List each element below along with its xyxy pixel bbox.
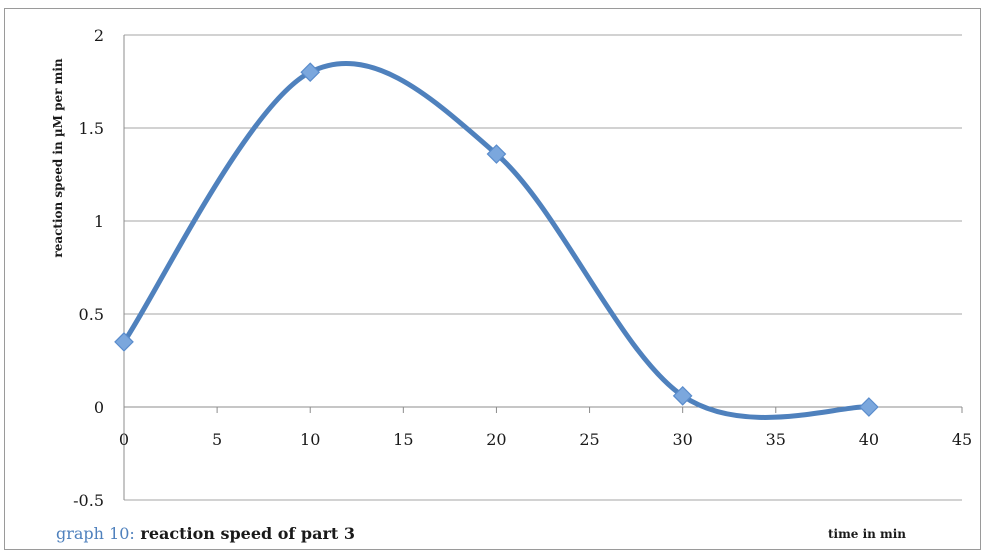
axes xyxy=(123,35,963,500)
y-tick-label: 2 xyxy=(94,26,104,45)
y-tick-label: 1.5 xyxy=(79,119,104,138)
y-tick-label: 0.5 xyxy=(79,305,104,324)
y-tick-labels: -0.5 0 0.5 1 1.5 2 xyxy=(73,26,104,510)
data-point xyxy=(672,385,693,406)
y-tick-label: 0 xyxy=(94,398,104,417)
caption-prefix: graph 10: xyxy=(56,524,135,543)
data-point xyxy=(114,332,134,352)
series-group xyxy=(114,61,879,420)
gridlines xyxy=(124,34,962,501)
x-axis-label: time in min xyxy=(828,527,906,541)
x-tick-label: 10 xyxy=(300,430,320,449)
series-line-0 xyxy=(121,61,872,420)
caption-text: reaction speed of part 3 xyxy=(134,524,355,543)
x-tick-label: 45 xyxy=(952,430,972,449)
chart-frame xyxy=(4,8,981,550)
data-point xyxy=(859,397,879,417)
data-point xyxy=(486,144,507,164)
x-tick-label: 30 xyxy=(672,430,692,449)
y-tick-label: 1 xyxy=(94,212,104,231)
chart-caption: graph 10: reaction speed of part 3 xyxy=(56,524,355,543)
x-tick-label: 15 xyxy=(393,430,413,449)
y-tick-label: -0.5 xyxy=(73,491,104,510)
x-tick-label: 35 xyxy=(766,430,786,449)
x-tick-label: 5 xyxy=(212,430,222,449)
y-axis-label: reaction speed in µM per min xyxy=(51,58,65,258)
x-tick-label: 25 xyxy=(579,430,599,449)
x-tick-label: 20 xyxy=(486,430,506,449)
x-tick-label: 40 xyxy=(859,430,879,449)
data-point xyxy=(300,62,321,83)
x-tick-label: 0 xyxy=(119,430,129,449)
x-tick-labels: 0 5 10 15 20 25 30 35 40 45 xyxy=(119,430,972,449)
